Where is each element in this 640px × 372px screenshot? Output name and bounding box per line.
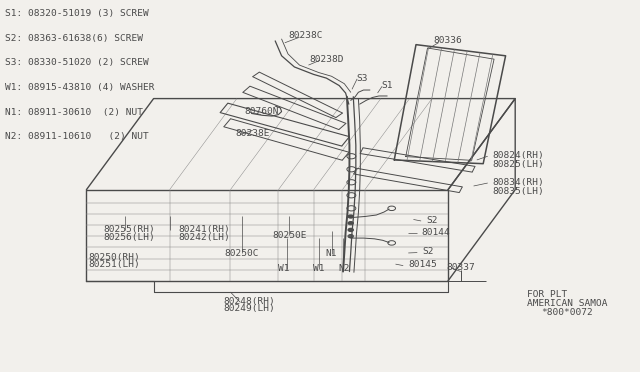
Circle shape [348,222,353,225]
Text: 80256(LH): 80256(LH) [104,233,156,242]
Text: 80255(RH): 80255(RH) [104,225,156,234]
Text: 80250(RH): 80250(RH) [88,253,140,262]
Text: 80144: 80144 [422,228,451,237]
Text: 80824(RH): 80824(RH) [493,151,545,160]
Text: S2: S2 [426,216,438,225]
Text: AMERICAN SAMOA: AMERICAN SAMOA [527,299,608,308]
Text: 80760N: 80760N [244,107,279,116]
Text: W1: 08915-43810 (4) WASHER: W1: 08915-43810 (4) WASHER [5,83,155,92]
Text: 80238E: 80238E [235,129,269,138]
Text: N1: 08911-30610  (2) NUT: N1: 08911-30610 (2) NUT [5,108,143,116]
Text: 80242(LH): 80242(LH) [178,233,230,242]
Text: 80250C: 80250C [225,249,259,258]
Text: 80145: 80145 [408,260,437,269]
Text: S1: 08320-51019 (3) SCREW: S1: 08320-51019 (3) SCREW [5,9,149,18]
Circle shape [348,215,353,218]
Text: 80834(RH): 80834(RH) [493,178,545,187]
Text: 80238D: 80238D [309,55,344,64]
Text: 80238C: 80238C [289,31,323,40]
Text: 80835(LH): 80835(LH) [493,187,545,196]
Text: 80250E: 80250E [272,231,307,240]
Text: FOR PLT: FOR PLT [527,290,568,299]
Text: 80241(RH): 80241(RH) [178,225,230,234]
Text: W1: W1 [278,264,290,273]
Circle shape [348,235,353,238]
Text: S3: 08330-51020 (2) SCREW: S3: 08330-51020 (2) SCREW [5,58,149,67]
Text: 80249(LH): 80249(LH) [224,304,275,313]
Text: N1: N1 [325,249,337,258]
Text: 80825(LH): 80825(LH) [493,160,545,169]
Text: S3: S3 [356,74,368,83]
Text: S2: S2 [422,247,434,256]
Text: 80337: 80337 [447,263,475,272]
Text: N2: 08911-10610   (2) NUT: N2: 08911-10610 (2) NUT [5,132,149,141]
Text: 80251(LH): 80251(LH) [88,260,140,269]
Text: N2: N2 [339,264,350,273]
Circle shape [348,228,353,231]
Text: S1: S1 [381,81,393,90]
Text: 80336: 80336 [434,36,462,45]
Text: S2: 08363-61638(6) SCREW: S2: 08363-61638(6) SCREW [5,34,143,43]
Text: *800*0072: *800*0072 [541,308,593,317]
Text: W1: W1 [313,264,324,273]
Text: 80248(RH): 80248(RH) [224,297,275,306]
